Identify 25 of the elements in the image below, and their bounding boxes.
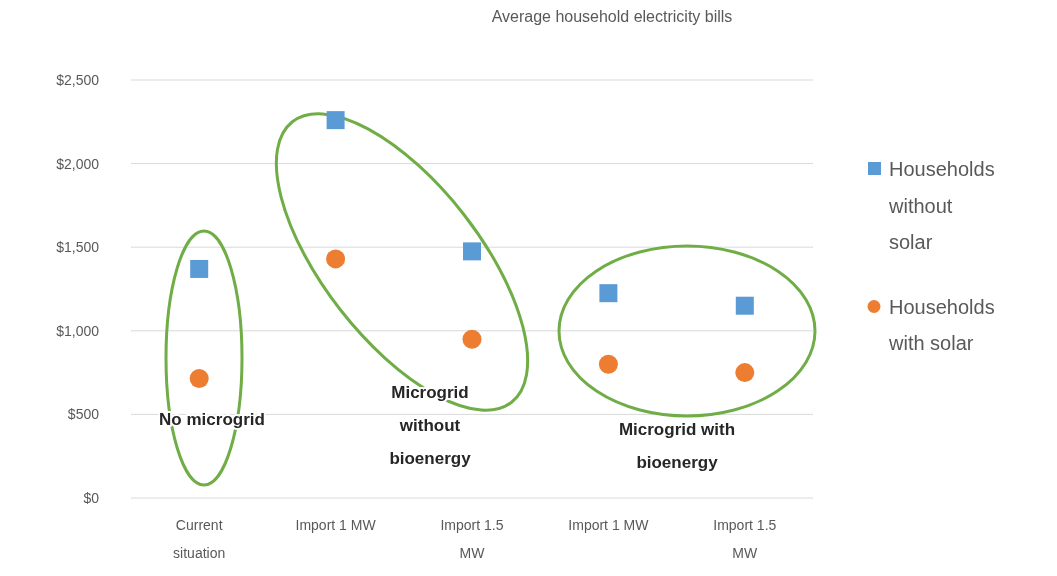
x-tick-label: Import 1 MW [568,517,650,533]
point [463,242,481,261]
annotation: Microgrid with bioenergy [618,420,736,472]
point [326,111,345,130]
point [735,363,755,383]
x-tick-label: Current situation [173,517,226,561]
x-tick-label: Import 1 MW [295,517,377,533]
point [326,249,346,269]
y-tick-label: $1,500 [56,239,100,256]
x-tick-label: Import 1.5 MW [440,517,504,561]
x-tick-label: Import 1.5 MW [713,517,777,561]
point [735,296,754,315]
y-tick-label: $2,500 [56,72,100,88]
point [462,329,482,349]
y-tick-label: $2,000 [56,155,100,172]
point [189,368,209,388]
y-tick-label: $500 [67,406,100,423]
point [598,354,618,374]
point [599,284,618,303]
chart-title: Average household electricity bills [491,8,733,25]
y-tick-label: $0 [83,490,100,506]
y-tick-label: $1,000 [56,322,100,339]
point [190,259,209,278]
legend-label: Households without solar [888,158,995,253]
legend-label: Households with solar [888,295,995,354]
